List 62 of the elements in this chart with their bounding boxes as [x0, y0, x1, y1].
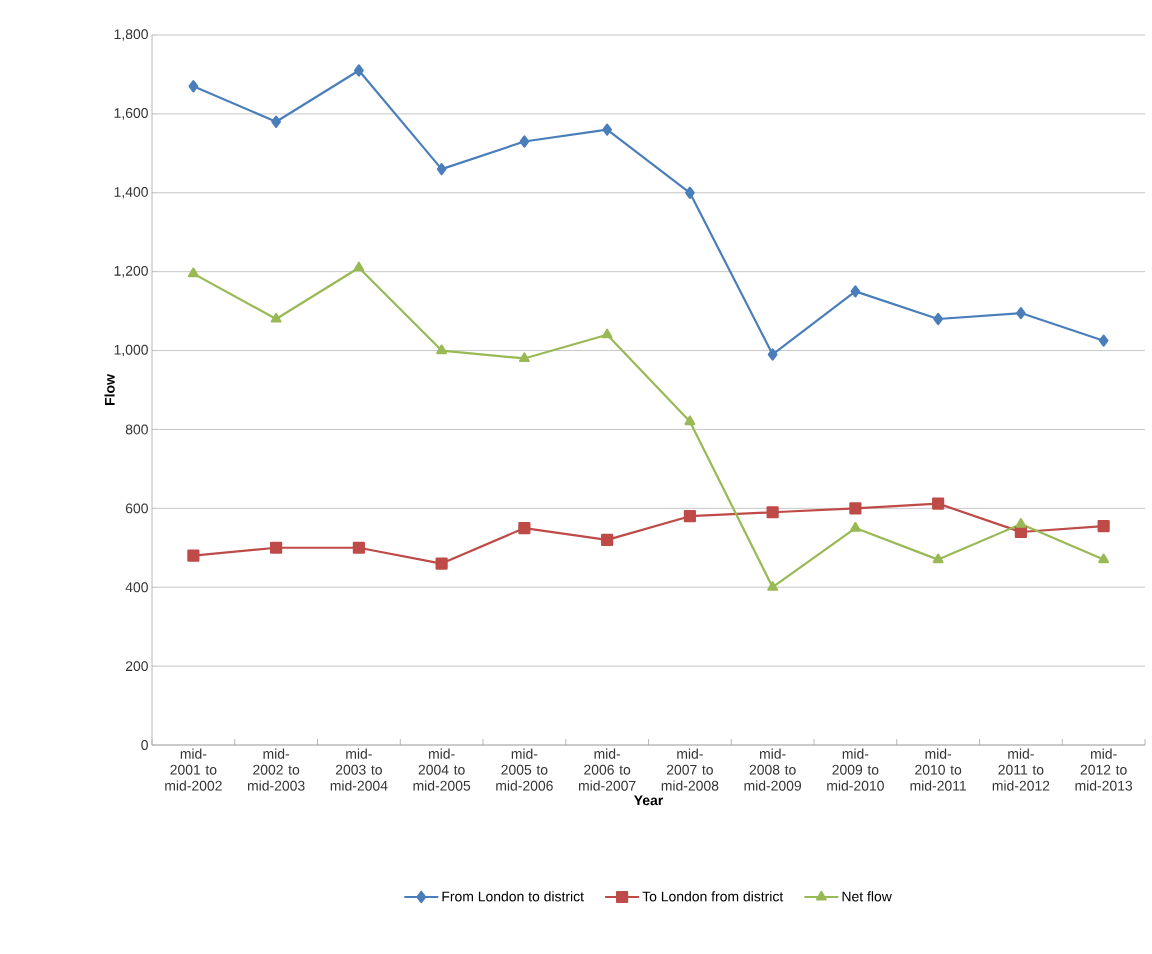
point	[436, 163, 447, 176]
x-tick-label: mid-2003 to mid-2004	[330, 748, 388, 791]
y-tick-label: 400	[125, 582, 148, 593]
legend-label: Net flow	[842, 891, 892, 902]
x-tick-label: mid-2006 to mid-2007	[578, 748, 636, 791]
y-tick-label: 200	[125, 661, 148, 672]
point	[683, 510, 696, 523]
x-tick-label: mid-2007 to mid-2008	[661, 748, 719, 791]
x-tick-label: mid-2004 to mid-2005	[413, 748, 471, 791]
point	[1098, 334, 1109, 347]
point	[1097, 519, 1110, 533]
y-tick-label: 1,600	[114, 108, 148, 120]
y-tick-label: 800	[125, 424, 148, 435]
point	[932, 497, 945, 510]
y-tick-label: 600	[125, 503, 148, 514]
point	[519, 135, 530, 148]
point	[354, 64, 364, 77]
x-tick-label: mid-2010 to mid-2011	[910, 748, 967, 791]
point	[1015, 518, 1027, 528]
point	[270, 312, 282, 323]
point	[767, 581, 779, 591]
x-tick-label: mid-2009 to mid-2010	[827, 748, 884, 791]
point	[767, 348, 778, 361]
x-tick-label: mid-2001 to mid-2002	[165, 748, 222, 791]
point	[766, 506, 779, 519]
point	[353, 261, 365, 272]
point	[601, 533, 614, 546]
point	[271, 115, 281, 128]
point	[188, 80, 199, 93]
legend-label: From London to district	[442, 891, 584, 902]
y-tick-label: 1,000	[114, 344, 148, 357]
y-tick-label: 1,400	[114, 187, 148, 199]
x-tick-label: mid-2012 to mid-2013	[1075, 748, 1133, 791]
point	[932, 553, 944, 564]
x-tick-label: mid-2011 to mid-2012	[992, 748, 1050, 791]
point	[849, 502, 862, 515]
point	[850, 285, 861, 298]
legend-label: To London from district	[642, 891, 784, 902]
point	[602, 123, 612, 136]
point	[685, 186, 695, 199]
point	[187, 549, 200, 562]
point	[601, 328, 613, 339]
y-axis-title: Flow	[104, 374, 115, 405]
point	[518, 352, 530, 363]
point	[684, 415, 696, 426]
y-tick-label: 0	[141, 740, 148, 750]
point	[352, 541, 365, 554]
point	[436, 344, 448, 355]
point	[435, 557, 448, 570]
point	[849, 521, 861, 532]
point	[518, 521, 531, 535]
point	[187, 267, 199, 278]
point	[1098, 553, 1110, 564]
point	[1016, 306, 1026, 320]
y-tick-label: 1,800	[114, 29, 148, 41]
x-tick-label: mid-2005 to mid-2006	[496, 748, 553, 791]
point	[270, 541, 283, 554]
x-tick-label: mid-2002 to mid-2003	[247, 748, 305, 791]
x-tick-label: mid-2008 to mid-2009	[744, 748, 802, 791]
point	[933, 312, 943, 326]
y-tick-label: 1,200	[114, 265, 148, 278]
x-axis-title: Year	[634, 795, 664, 806]
